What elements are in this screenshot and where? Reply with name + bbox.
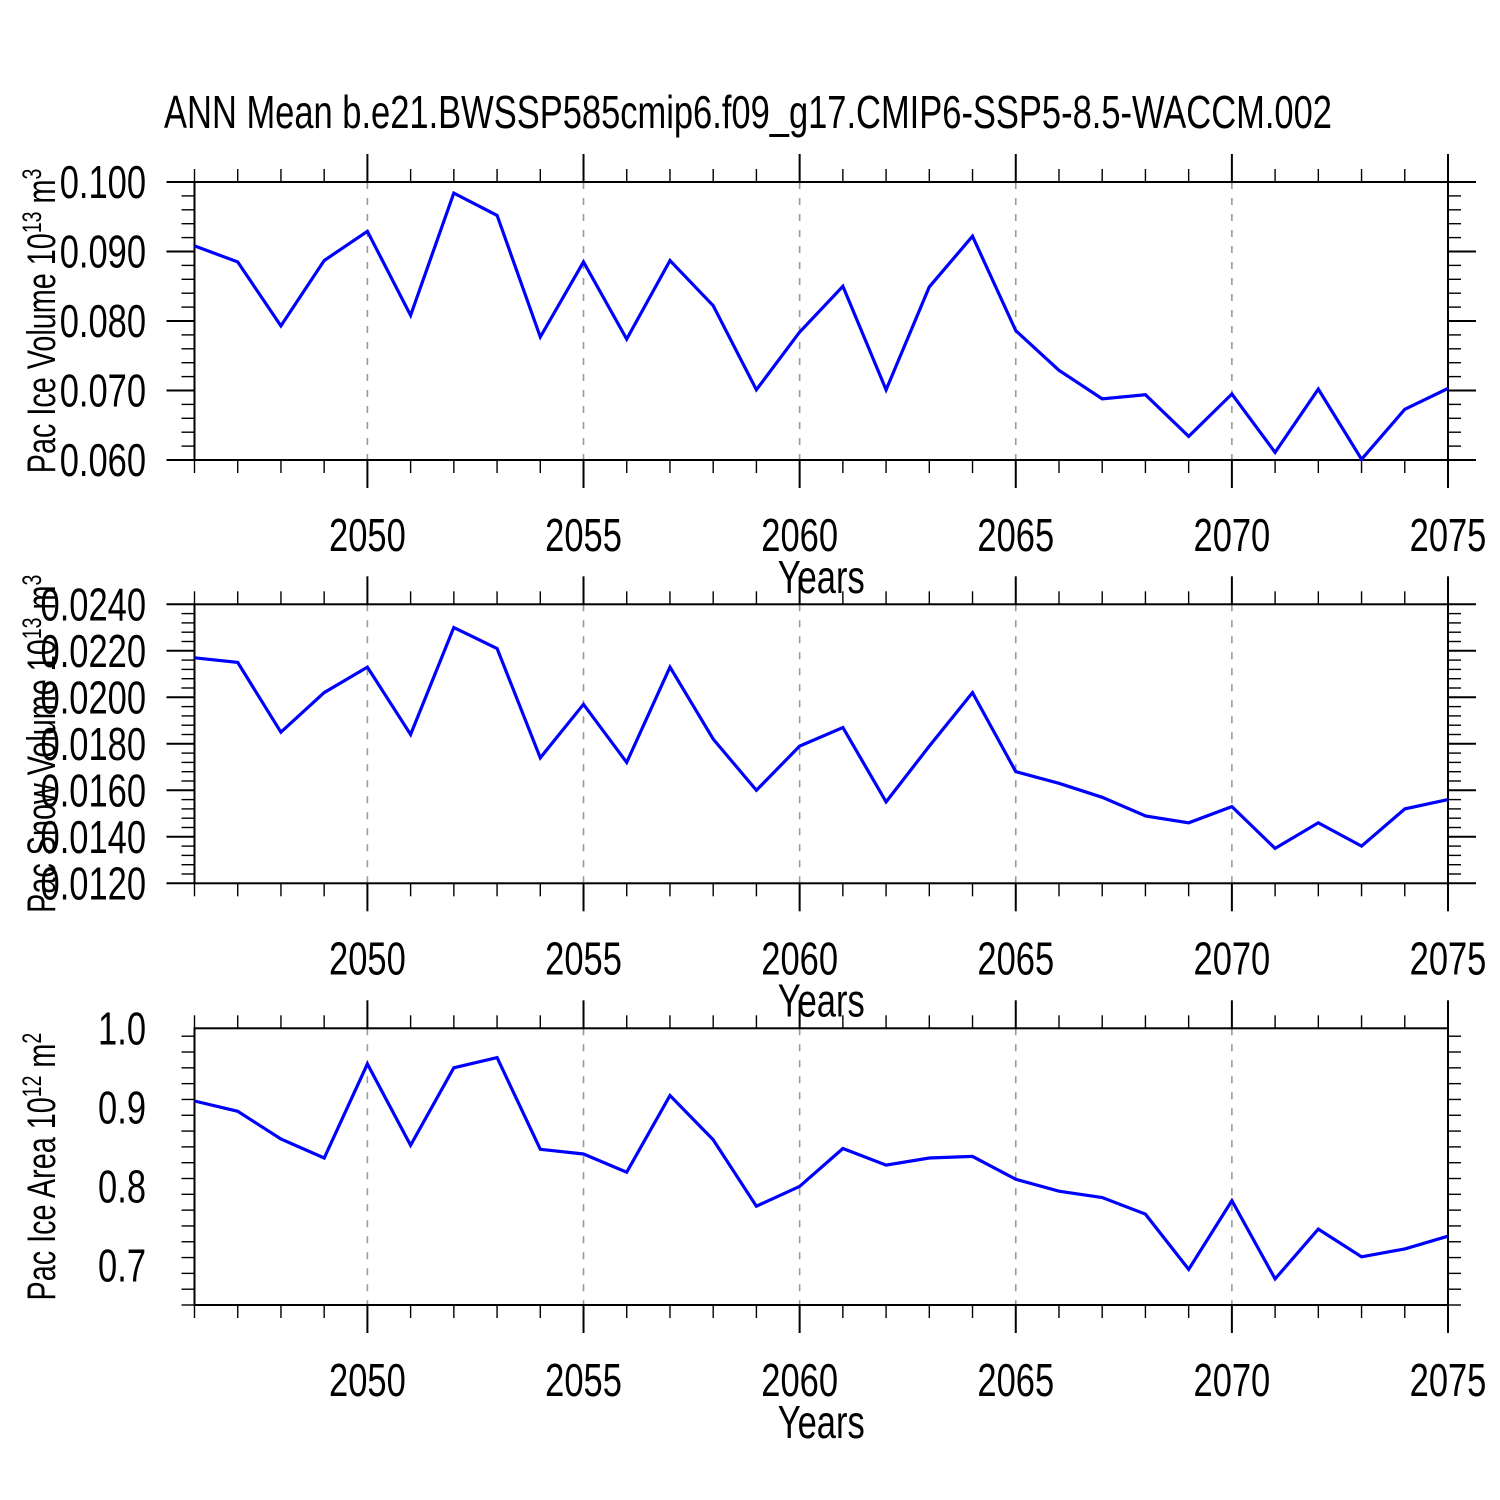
gridlines <box>366 604 1233 884</box>
x-tick-label: 2070 <box>1194 509 1271 561</box>
x-axis-ticks <box>193 1000 1449 1333</box>
y-tick-label: 0.0120 <box>41 857 146 909</box>
chart-pac-ice-area: 2050 2055 2060 2065 2070 2075 0.7 0.8 0.9 1.0 Year… <box>17 1000 1486 1448</box>
y-tick-label: 0.070 <box>60 365 146 417</box>
y-axis-ticks <box>181 1035 1461 1306</box>
series-line <box>193 190 1449 462</box>
gridlines <box>366 1028 1233 1305</box>
y-tick-label: 0.080 <box>60 295 146 347</box>
y-tick-label: 0.8 <box>98 1161 146 1213</box>
plot-box <box>193 181 1449 461</box>
x-tick-label: 2065 <box>977 509 1054 561</box>
y-tick-label: 0.0160 <box>41 764 146 816</box>
x-tick-label: 2075 <box>1410 1354 1487 1406</box>
x-axis-ticks <box>193 154 1449 488</box>
x-tick-label: 2055 <box>545 509 622 561</box>
x-tick-label: 2055 <box>545 932 622 984</box>
series-line <box>194 1055 1449 1282</box>
y-tick-label: 0.100 <box>60 156 146 208</box>
x-axis-title: Years <box>778 1396 865 1448</box>
x-tick-label: 2065 <box>977 932 1054 984</box>
y-tick-label: 0.0200 <box>41 671 146 723</box>
y-tick-label: 0.090 <box>60 226 146 278</box>
plot-box <box>193 1027 1449 1307</box>
x-tick-label: 2050 <box>329 1354 406 1406</box>
y-tick-label: 0.0180 <box>41 718 146 770</box>
chart-pac-snow-volume: 2050 2055 2060 2065 2070 20750.01200.01400.01… <box>17 575 1486 1027</box>
x-tick-label: 2070 <box>1194 932 1271 984</box>
plot-box <box>193 603 1449 885</box>
y-tick-label: 0.0240 <box>41 578 146 630</box>
x-tick-label: 2050 <box>329 932 406 984</box>
y-tick-label: 0.7 <box>98 1240 146 1292</box>
x-axis-ticks <box>193 576 1449 912</box>
y-axis-ticks <box>166 603 1476 885</box>
x-tick-label: 2075 <box>1410 509 1487 561</box>
y-tick-label: 0.0140 <box>41 811 146 863</box>
x-tick-label: 2055 <box>545 1354 622 1406</box>
x-tick-label: 2075 <box>1410 932 1487 984</box>
x-axis-title: Years <box>778 551 865 603</box>
y-tick-label: 0.0220 <box>41 625 146 677</box>
x-tick-label: 2060 <box>761 509 838 561</box>
gridlines <box>366 182 1233 460</box>
x-tick-label: 2070 <box>1194 1354 1271 1406</box>
y-tick-label: 1.0 <box>98 1002 146 1054</box>
x-axis-title: Years <box>778 974 865 1026</box>
y-axis-title: Pac Ice Volume 1013 m3 <box>17 169 64 474</box>
y-axis-title: Pac Ice Area 1012 m2 <box>17 1033 64 1301</box>
y-tick-label: 0.9 <box>98 1081 146 1133</box>
x-tick-label: 2060 <box>761 932 838 984</box>
chart-pac-ice-volume: 2050 2055 2060 2065 2070 2075 0.060 0.070 0.080 0… <box>17 154 1486 603</box>
series-line <box>194 625 1449 851</box>
figure-title: ANN Mean b.e21.BWSSP585cmip6.f09_g17.CMI… <box>164 86 1332 138</box>
y-axis-ticks <box>166 181 1476 461</box>
x-tick-label: 2060 <box>761 1354 838 1406</box>
x-tick-label: 2065 <box>977 1354 1054 1406</box>
x-tick-label: 2050 <box>329 509 406 561</box>
y-tick-label: 0.060 <box>60 434 146 486</box>
y-axis-title: Pac Snow Volume 1013 m3 <box>17 575 64 913</box>
